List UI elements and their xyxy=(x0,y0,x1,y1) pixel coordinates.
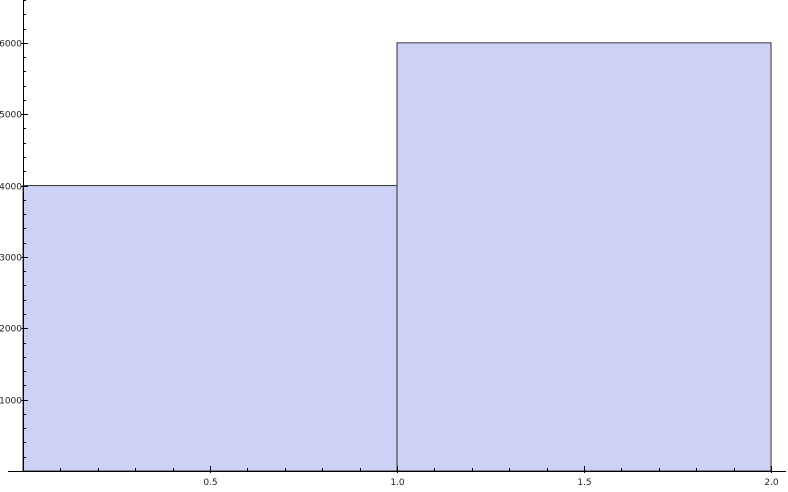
x-tick-label: 1.5 xyxy=(577,478,591,488)
x-tick-label: 1.0 xyxy=(390,478,405,488)
y-tick-label: 5000 xyxy=(0,111,22,121)
y-tick-label: 4000 xyxy=(0,183,22,193)
y-tick-label: 6000 xyxy=(0,40,22,50)
bars-layer xyxy=(22,42,772,472)
histogram-bar-1 xyxy=(22,185,398,472)
x-tick-label: 2.0 xyxy=(764,478,779,488)
y-tick-label: 2000 xyxy=(0,325,22,335)
y-tick-label: 3000 xyxy=(0,254,22,264)
histogram-bar-2 xyxy=(396,42,772,472)
x-tick-label: 0.5 xyxy=(203,478,217,488)
y-tick-label: 1000 xyxy=(0,397,22,407)
